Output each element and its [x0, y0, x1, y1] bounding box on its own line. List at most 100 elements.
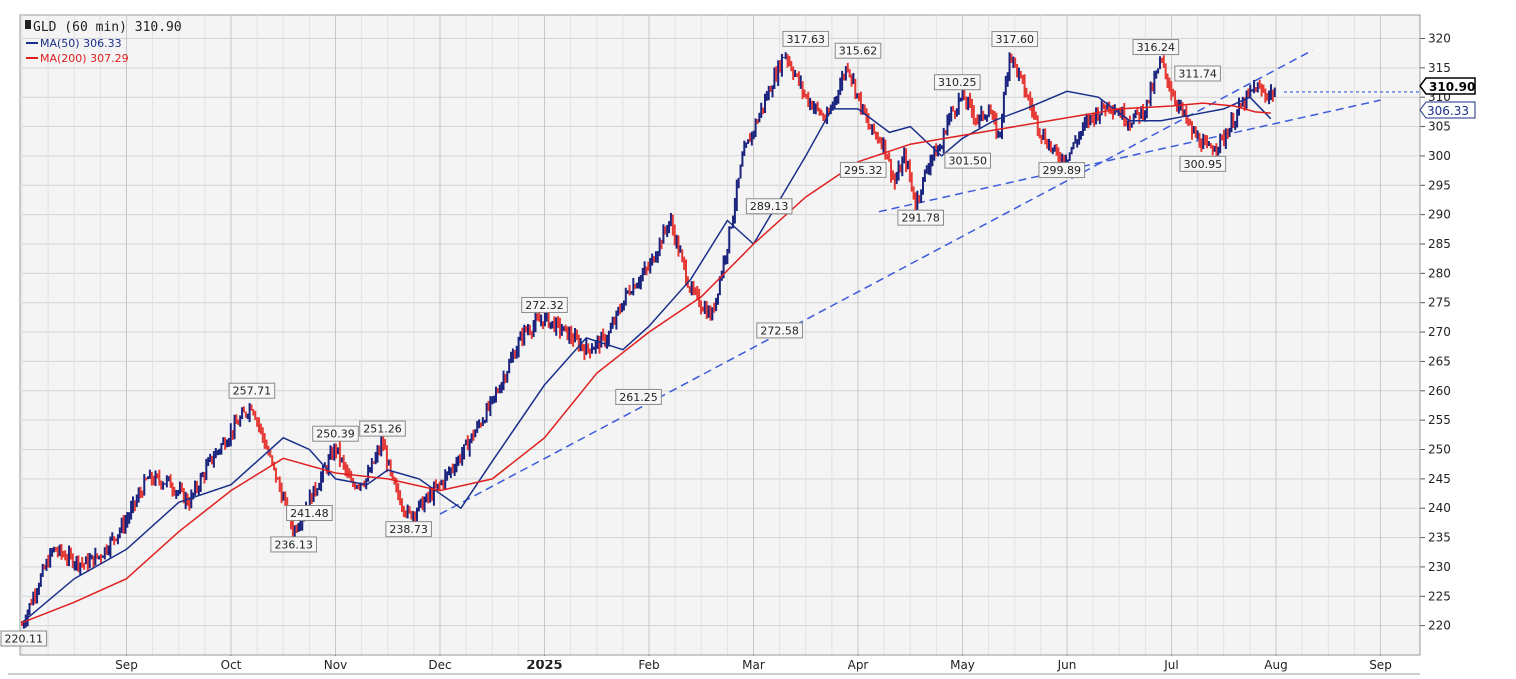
- annotation-label: 220.11: [5, 632, 44, 645]
- last-price-box: [1419, 77, 1476, 95]
- annotation-label: 317.60: [996, 33, 1035, 46]
- axis-strip: [0, 656, 1516, 660]
- ma-price-box: [1419, 101, 1476, 119]
- y-tick-label: 250: [1428, 442, 1451, 456]
- x-tick-label: Nov: [324, 658, 347, 672]
- x-tick-label: May: [950, 658, 975, 672]
- annotation-box: [270, 536, 317, 553]
- price-annotation: 236.13: [270, 536, 317, 553]
- y-tick-label: 255: [1428, 413, 1451, 427]
- annotation-label: 311.74: [1178, 67, 1217, 80]
- annotation-box: [228, 382, 276, 399]
- moving-averages: [21, 90, 1272, 624]
- price-annotation: 272.32: [521, 296, 568, 313]
- x-tick-label: Dec: [428, 658, 451, 672]
- annotation-label: 251.26: [363, 423, 402, 436]
- x-tick-label: Sep: [1369, 658, 1392, 672]
- annotation-label: 299.89: [1043, 164, 1082, 177]
- price-annotation: 289.13: [745, 198, 793, 215]
- annotation-box: [312, 425, 359, 442]
- annotation-box: [1038, 162, 1086, 179]
- y-tick-label: 290: [1428, 208, 1451, 222]
- annotation-label: 301.50: [948, 155, 987, 168]
- price-annotation: 315.62: [834, 42, 882, 59]
- price-annotation: 301.50: [944, 152, 992, 169]
- annotation-box: [359, 420, 406, 437]
- y-tick-label: 320: [1428, 31, 1451, 45]
- annotation-label: 250.39: [316, 428, 355, 441]
- annotation-box: [1174, 65, 1221, 82]
- last-price-label: 310.90: [1429, 80, 1475, 94]
- x-tick-label: Mar: [742, 658, 765, 672]
- y-tick-label: 315: [1428, 61, 1451, 75]
- ma50-line: [21, 90, 1272, 624]
- y-tick-label: 270: [1428, 325, 1451, 339]
- price-annotation: 310.25: [933, 74, 981, 91]
- annotation-label: 317.63: [787, 33, 826, 46]
- annotation-box: [0, 630, 48, 647]
- annotation-box: [897, 209, 945, 226]
- x-tick-label: Jun: [1057, 658, 1077, 672]
- price-annotation: 220.11: [0, 630, 48, 647]
- price-annotation: 261.25: [615, 388, 662, 405]
- price-annotations: 220.11 257.71 236.13 241.48 250.39 251.26 238.…: [0, 30, 1227, 647]
- annotation-label: 272.58: [760, 324, 799, 337]
- annotation-box: [1179, 155, 1227, 172]
- y-tick-label: 295: [1428, 178, 1451, 192]
- annotation-label: 241.48: [290, 507, 329, 520]
- price-annotation: 299.89: [1038, 162, 1086, 179]
- y-tick-label: 225: [1428, 589, 1451, 603]
- legend-title: GLD (60 min) 310.90: [33, 20, 182, 35]
- x-tick-label: Apr: [848, 658, 869, 672]
- legend: GLD (60 min) 310.90 MA(50) 306.33 MA(200…: [25, 20, 182, 65]
- y-tick-label: 305: [1428, 120, 1451, 134]
- price-annotation: 250.39: [312, 425, 359, 442]
- annotation-box: [839, 161, 887, 178]
- annotation-label: 315.62: [839, 45, 878, 58]
- annotation-label: 236.13: [274, 538, 313, 551]
- y-tick-label: 260: [1428, 384, 1451, 398]
- annotation-label: 291.78: [901, 212, 940, 225]
- price-annotation: 317.60: [991, 31, 1039, 48]
- price-annotation: 316.24: [1132, 39, 1180, 56]
- x-tick-label: Aug: [1264, 658, 1287, 672]
- annotation-box: [286, 505, 333, 522]
- annotation-box: [944, 152, 992, 169]
- annotation-label: 295.32: [844, 164, 883, 177]
- annotation-box: [782, 30, 830, 47]
- annotation-label: 238.73: [389, 523, 428, 536]
- annotation-box: [1132, 39, 1180, 56]
- price-annotation: 295.32: [839, 161, 887, 178]
- annotation-label: 257.71: [233, 385, 272, 398]
- annotation-box: [615, 388, 662, 405]
- x-tick-label: Feb: [638, 658, 659, 672]
- annotation-label: 310.25: [938, 76, 977, 89]
- y-tick-label: 235: [1428, 531, 1451, 545]
- annotation-label: 316.24: [1137, 41, 1176, 54]
- gld-icon: [25, 20, 31, 29]
- ma-price-label: 306.33: [1427, 104, 1469, 118]
- ma200-line: [21, 102, 1271, 624]
- y-tick-label: 285: [1428, 237, 1451, 251]
- y-tick-label: 220: [1428, 619, 1451, 633]
- axes: 220 225 230 235 240 245 250 255 260 265 270 275 280 2…: [0, 15, 1516, 675]
- trendline: [878, 99, 1381, 213]
- annotation-label: 261.25: [619, 391, 658, 404]
- price-annotation: 251.26: [359, 420, 406, 437]
- y-tick-label: 230: [1428, 560, 1451, 574]
- price-annotation: 311.74: [1174, 65, 1221, 82]
- x-tick-label: Sep: [115, 658, 138, 672]
- price-annotation: 257.71: [228, 382, 276, 399]
- annotation-label: 300.95: [1184, 158, 1223, 171]
- price-annotation: 317.63: [782, 30, 830, 47]
- annotation-box: [834, 42, 882, 59]
- price-annotation: 238.73: [385, 521, 432, 538]
- price-annotation: 241.48: [286, 505, 333, 522]
- y-tick-label: 280: [1428, 266, 1451, 280]
- y-tick-label: 300: [1428, 149, 1451, 163]
- x-tick-label: Jul: [1163, 658, 1178, 672]
- last-price-marker: 310.90 306.33: [1419, 77, 1476, 119]
- annotation-label: 272.32: [525, 299, 564, 312]
